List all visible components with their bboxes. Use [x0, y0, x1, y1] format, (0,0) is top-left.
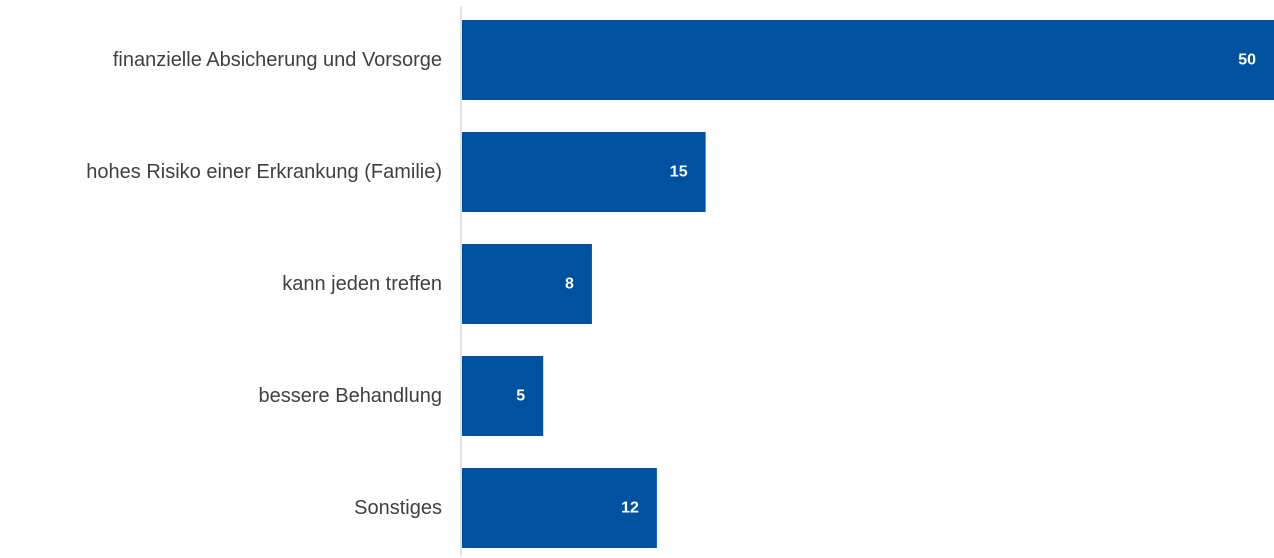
category-label-0: finanzielle Absicherung und Vorsorge — [113, 49, 442, 71]
bar-2 — [462, 244, 592, 324]
value-label-4: 12 — [621, 500, 639, 517]
value-label-1: 15 — [670, 164, 688, 181]
category-label-4: Sonstiges — [354, 497, 442, 519]
value-label-3: 5 — [516, 388, 525, 405]
bar-3 — [462, 356, 544, 436]
value-label-0: 50 — [1238, 52, 1256, 69]
bar-1 — [462, 132, 706, 212]
value-label-2: 8 — [565, 276, 574, 293]
category-label-3: bessere Behandlung — [259, 385, 442, 407]
category-labels-group: finanzielle Absicherung und Vorsorge hohe… — [86, 49, 442, 519]
bar-0 — [462, 20, 1274, 100]
category-label-1: hohes Risiko einer Erkrankung (Familie) — [86, 161, 442, 183]
bars-group — [462, 20, 1274, 548]
value-labels-group: 50 15 8 5 12 — [516, 52, 1256, 517]
bar-4 — [462, 468, 657, 548]
category-label-2: kann jeden treffen — [282, 273, 442, 295]
